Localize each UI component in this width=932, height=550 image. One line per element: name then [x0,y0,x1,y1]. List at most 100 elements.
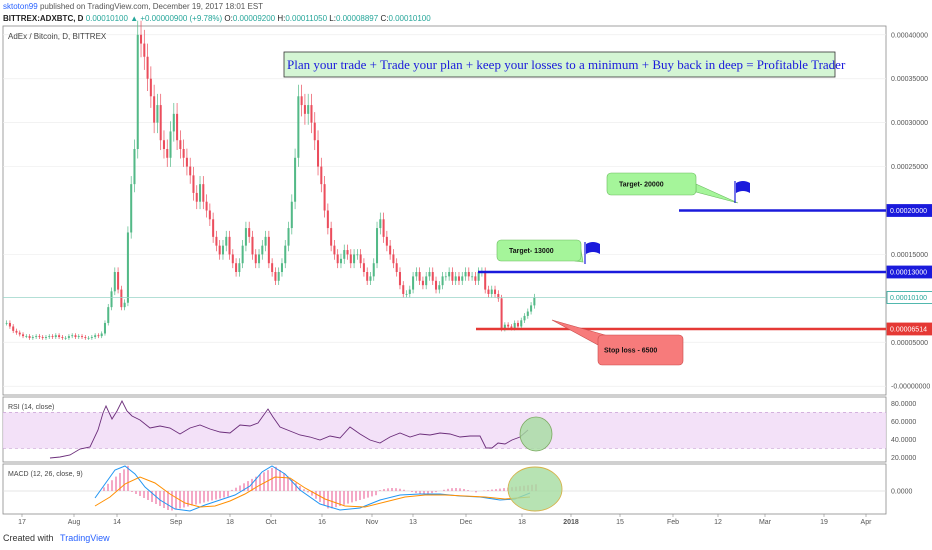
candle-body [421,280,424,286]
candle-body [199,184,202,202]
high-value: 0.00011050 [285,14,328,23]
rsi-axis-label: 60.0000 [891,419,916,426]
candle-body [87,337,90,339]
candle-body [251,236,254,255]
candle-body [41,337,44,338]
candle-body [490,289,493,294]
y-axis-tick-label: 0.00015000 [891,252,928,259]
macd-signal-line [94,476,531,508]
x-axis-tick-label: 17 [18,519,26,526]
candle-body [313,122,316,141]
candle-body [412,276,415,290]
rsi-line [49,399,529,459]
y-axis-tick-label: -0.00000000 [891,384,930,391]
x-axis-tick-label: Mar [759,519,772,526]
x-axis-tick-label: Aug [68,519,81,526]
candle-body [444,276,447,278]
candle-body [64,337,67,339]
candle-body [333,245,336,255]
candle-body [300,96,303,106]
candle-body [294,157,297,202]
author-link[interactable]: sktoton99 [3,2,38,11]
candle-body [287,228,290,246]
x-axis-tick-label: Dec [460,519,473,526]
x-axis-tick-label: 12 [714,519,722,526]
callout-tail [695,183,739,204]
candle-body [195,192,198,202]
candle-body [140,34,143,44]
candle-body [431,272,434,281]
price-level-tag [886,265,932,279]
price-level-label: 0.00013000 [890,270,927,277]
candle-body [185,157,188,167]
y-axis-tick-label: 0.00025000 [891,164,928,171]
candle-body [526,311,529,316]
candle-body [90,337,93,338]
candle-body [326,210,329,229]
symbol-label: BITTREX:ADXBTC, D [3,14,84,23]
candle-body [123,302,126,308]
candle-body [258,254,261,264]
candle-body [103,322,106,334]
macd-pane [2,463,887,515]
candle-body [84,337,87,338]
candle-body [494,289,497,294]
macd-label: MACD (12, 26, close, 9) [8,471,83,478]
candle-body [94,335,97,338]
low-label: L: [329,14,336,23]
candle-body [153,96,156,123]
tradingview-logo-link[interactable]: TradingView [60,533,110,543]
candle-body [441,276,444,286]
callout-text: Stop loss - 6500 [604,348,657,355]
candle-body [425,276,428,286]
candle-body [448,272,451,277]
candle-body [362,263,365,272]
candle-body [15,330,18,333]
candle-body [303,105,306,114]
candle-body [349,254,352,264]
candle-body [107,307,110,323]
annotation-banner [283,51,836,78]
chart-title: AdEx / Bitcoin, D, BITTREX [8,32,107,41]
candle-body [97,335,100,337]
candle-body [474,276,477,281]
callout-text: Target- 13000 [509,248,554,255]
x-axis-tick-label: Nov [366,519,379,526]
candle-body [202,184,205,202]
candle-body [38,336,41,338]
candle-body [31,337,34,338]
candle-body [533,297,536,306]
candle-body [467,272,470,277]
rsi-axis-label: 80.0000 [891,401,916,408]
candle-body [405,293,408,295]
x-axis-tick-label: Feb [667,519,679,526]
candle-body [297,96,300,158]
candle-body [189,166,192,176]
rsi-highlight-ellipse [519,416,553,452]
candle-body [343,250,346,259]
y-axis-tick-label: 0.00030000 [891,120,928,127]
candle-body [156,105,159,123]
high-label: H: [277,14,286,23]
candle-body [284,245,287,264]
candle-body [392,254,395,264]
candle-body [264,236,267,246]
candle-body [271,263,274,272]
candle-body [277,272,280,281]
candle-body [77,336,80,338]
candle-body [192,175,195,193]
published-text: published on TradingView.com, December 1… [39,2,264,11]
candle-body [22,334,25,337]
candle-body [146,56,149,79]
candle-body [503,324,506,330]
candle-body [133,149,136,185]
candle-body [169,131,172,158]
candle-body [290,201,293,229]
low-value: 0.00008897 [335,14,379,23]
candle-body [454,276,457,281]
candle-body [120,289,123,308]
price-level-label: 0.00020000 [890,208,927,215]
candle-body [166,149,169,158]
x-axis-tick-label: 13 [409,519,417,526]
